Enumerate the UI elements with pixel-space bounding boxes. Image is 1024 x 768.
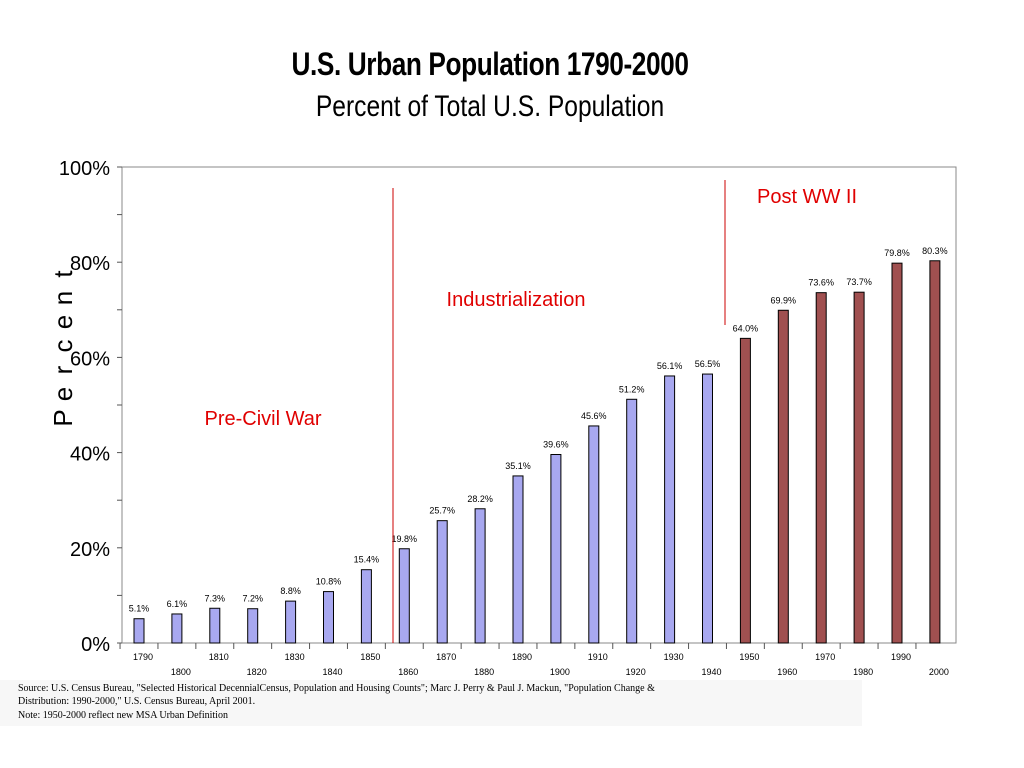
y-tick-label: 20%	[70, 539, 110, 561]
bar	[929, 260, 941, 644]
note-line: Note: 1950-2000 reflect new MSA Urban De…	[18, 710, 228, 721]
chart-subtitle: Percent of Total U.S. Population	[315, 90, 665, 123]
x-tick-label: 1830	[285, 652, 305, 662]
source-notes: Source: U.S. Census Bureau, "Selected Hi…	[0, 680, 862, 726]
data-label: 56.5%	[695, 359, 721, 369]
data-label: 28.2%	[467, 494, 493, 504]
data-label: 73.7%	[846, 277, 872, 287]
data-label: 45.6%	[581, 411, 607, 421]
x-tick-label: 1790	[133, 652, 153, 662]
data-label: 25.7%	[429, 506, 455, 516]
x-tick-label: 1930	[664, 652, 684, 662]
bar	[398, 548, 410, 644]
x-tick-label: 1900	[550, 667, 570, 677]
x-tick-label: 1840	[322, 667, 342, 677]
x-tick-label: 1980	[853, 667, 873, 677]
x-tick-label: 1890	[512, 652, 532, 662]
data-label: 7.3%	[205, 593, 226, 603]
y-axis-label-letter: P	[48, 409, 78, 427]
y-tick-label: 100%	[59, 158, 110, 180]
x-tick-label: 1850	[360, 652, 380, 662]
x-tick-label: 1820	[247, 667, 267, 677]
plot-frame	[121, 166, 957, 644]
x-tick-label: 1800	[171, 667, 191, 677]
x-tick-label: 1870	[436, 652, 456, 662]
data-label: 39.6%	[543, 440, 569, 450]
bar	[474, 508, 486, 644]
bar	[664, 375, 676, 644]
data-label: 35.1%	[505, 461, 531, 471]
data-label: 15.4%	[354, 555, 380, 565]
x-tick-label: 1960	[777, 667, 797, 677]
data-label: 10.8%	[316, 577, 342, 587]
x-tick-label: 1880	[474, 667, 494, 677]
data-label: 8.8%	[280, 586, 301, 596]
bar	[247, 608, 259, 644]
x-tick-label: 1940	[701, 667, 721, 677]
y-tick-label: 40%	[70, 444, 110, 466]
x-tick-label: 1910	[588, 652, 608, 662]
bar	[171, 613, 183, 644]
post-wwii-annotation: Post WW II	[757, 186, 857, 208]
bar	[436, 520, 448, 644]
industrialization-annotation: Industrialization	[447, 289, 586, 311]
data-label: 7.2%	[242, 594, 263, 604]
bar	[891, 262, 903, 644]
x-tick-label: 1810	[209, 652, 229, 662]
data-label: 5.1%	[129, 604, 150, 614]
data-label: 6.1%	[167, 599, 188, 609]
y-tick-label: 80%	[70, 253, 110, 275]
bar	[777, 309, 789, 644]
x-tick-label: 2000	[929, 667, 949, 677]
data-label: 19.8%	[392, 534, 418, 544]
x-tick-label: 1950	[739, 652, 759, 662]
bar	[815, 292, 827, 644]
x-tick-label: 1990	[891, 652, 911, 662]
data-label: 51.2%	[619, 384, 645, 394]
pre-civil-war-annotation: Pre-Civil War	[204, 408, 321, 430]
data-label: 79.8%	[884, 248, 910, 258]
bar	[360, 569, 372, 644]
data-label: 56.1%	[657, 361, 683, 371]
x-tick-label: 1860	[398, 667, 418, 677]
bar	[133, 618, 145, 644]
bar-chart: 0% 20% 40% 60% 80% 100% 1790 1800 1810 1820 1830 18…	[59, 158, 957, 677]
bar	[512, 475, 524, 644]
data-label: 80.3%	[922, 246, 948, 256]
bar	[853, 291, 865, 644]
chart-title: U.S. Urban Population 1790-2000	[291, 46, 689, 82]
bar	[550, 454, 562, 644]
data-label: 73.6%	[808, 278, 834, 288]
y-tick-label: 60%	[70, 348, 110, 370]
bar	[702, 373, 713, 644]
x-tick-label: 1970	[815, 652, 835, 662]
source-line-2: Distribution: 1990-2000," U.S. Census Bu…	[18, 696, 256, 707]
data-label: 64.0%	[733, 323, 759, 333]
source-line-1: Source: U.S. Census Bureau, "Selected Hi…	[18, 683, 655, 694]
bar	[739, 337, 751, 644]
bar	[588, 425, 600, 644]
bar	[209, 607, 221, 644]
bar	[626, 398, 638, 644]
y-tick-label: 0%	[81, 634, 110, 656]
bar	[285, 600, 297, 644]
bar	[323, 591, 334, 644]
x-tick-label: 1920	[626, 667, 646, 677]
data-label: 69.9%	[771, 295, 797, 305]
